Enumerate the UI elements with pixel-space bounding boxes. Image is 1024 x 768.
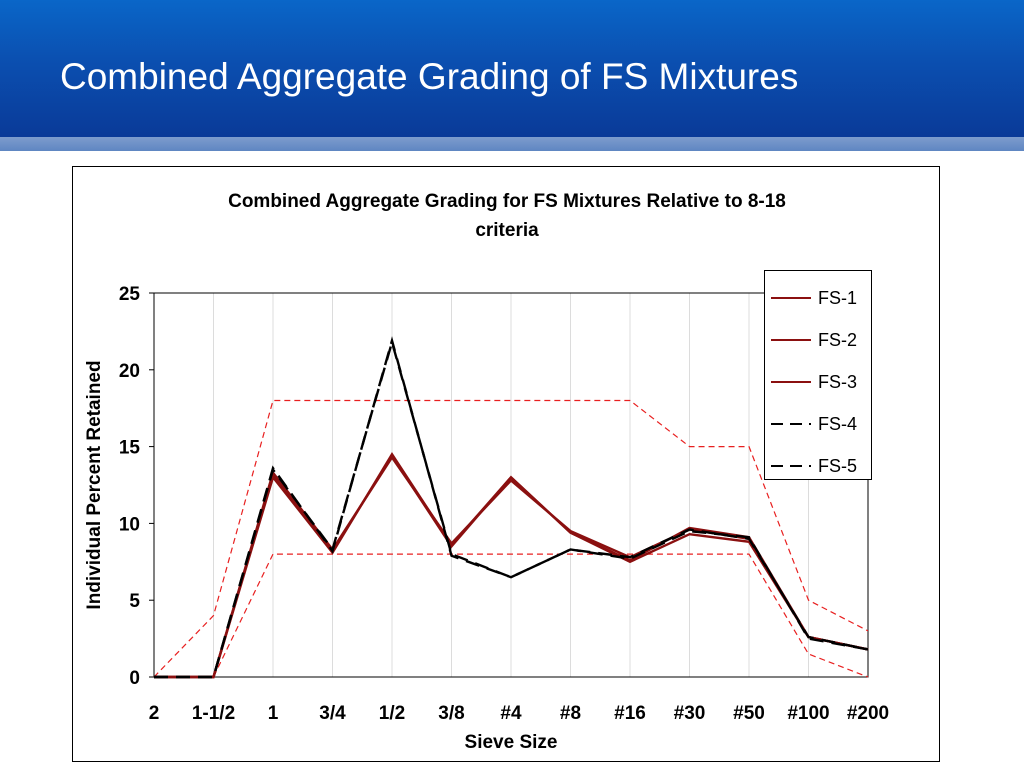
x-tick-label: #30 [674,703,706,724]
x-tick-label: 1-1/2 [192,703,235,724]
slide-title: Combined Aggregate Grading of FS Mixture… [60,56,799,97]
upper-limit-line [153,399,869,678]
legend-label: FS-2 [818,330,858,350]
legend-item-fs-2: FS-2 [771,328,871,352]
y-axis-title: Individual Percent Retained [84,360,105,609]
x-axis-title: Sieve Size [465,732,558,753]
line-chart: Combined Aggregate Grading for FS Mixtur… [84,191,889,753]
legend-swatch-fs-1 [771,297,811,299]
lower-limit-line [154,553,869,678]
chart-title-line: Combined Aggregate Grading for FS Mixtur… [228,191,786,212]
x-tick-label: 3/8 [438,703,464,724]
series-line-fs-5 [154,337,869,679]
legend-item-fs-4: FS-4 [771,412,871,436]
x-tick-label: #100 [787,703,829,724]
legend-item-fs-1: FS-1 [771,286,871,310]
chart-legend: FS-1 FS-2 FS-3 FS-4 FS-5 [764,270,872,480]
x-tick-label: #200 [847,703,889,724]
legend-label: FS-1 [818,288,858,308]
legend-label: FS-3 [818,372,858,392]
x-tick-label: #50 [733,703,765,724]
legend-swatch-fs-5 [771,465,811,467]
plot-area-border [153,292,869,678]
legend-label: FS-4 [818,414,858,434]
legend-label: FS-5 [818,456,858,476]
legend-swatch-fs-4 [771,423,811,425]
y-tick-label: 5 [129,591,140,612]
x-tick-label: 3/4 [319,703,346,724]
x-tick-label: 1 [268,703,279,724]
legend-item-fs-5: FS-5 [771,454,871,478]
x-tick-label: 2 [149,703,160,724]
y-tick-label: 0 [129,668,140,689]
legend-swatch-fs-2 [771,339,811,341]
x-tick-label: #16 [614,703,646,724]
x-tick-label: #4 [500,703,522,724]
chart-title-line: criteria [475,220,539,241]
legend-item-fs-3: FS-3 [771,370,871,394]
legend-swatch-fs-3 [771,381,811,383]
slide-header [0,0,1024,137]
x-tick-label: 1/2 [379,703,405,724]
header-stripe [0,137,1024,151]
y-tick-label: 10 [119,514,140,535]
y-tick-label: 25 [119,284,141,305]
y-tick-label: 20 [119,361,140,382]
x-tick-label: #8 [560,703,581,724]
y-tick-label: 15 [119,438,141,459]
